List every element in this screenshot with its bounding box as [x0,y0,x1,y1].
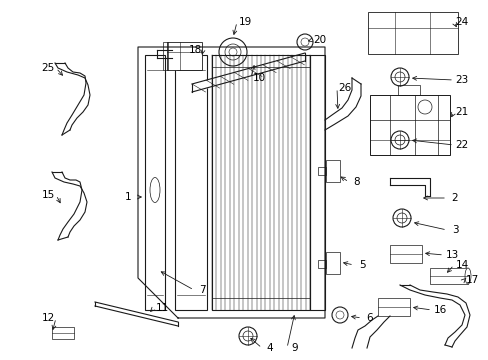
Bar [397,85,419,95]
Bar [145,55,164,310]
Bar [52,327,74,339]
Bar [309,55,325,310]
Text: 6: 6 [366,313,372,323]
Text: 10: 10 [252,73,265,83]
Bar [175,55,206,310]
Text: 9: 9 [291,343,298,353]
Text: 3: 3 [451,225,457,235]
Text: 19: 19 [238,17,251,27]
Text: 4: 4 [266,343,273,353]
Text: 14: 14 [454,260,468,270]
Text: 24: 24 [454,17,468,27]
Text: 16: 16 [432,305,446,315]
Text: 13: 13 [445,250,458,260]
Bar [167,42,202,70]
Text: 21: 21 [454,107,468,117]
Bar [325,160,339,182]
Text: 2: 2 [451,193,457,203]
Bar [429,268,467,284]
Text: 25: 25 [41,63,55,73]
Text: 8: 8 [353,177,360,187]
Text: 12: 12 [41,313,55,323]
Bar [325,252,339,274]
Bar [389,245,421,263]
Bar [367,12,457,54]
Text: 11: 11 [155,303,168,313]
Bar [369,95,449,155]
Bar [317,167,325,175]
Text: 22: 22 [454,140,468,150]
Bar [163,42,168,70]
Text: 18: 18 [188,45,201,55]
Bar [377,298,409,316]
Text: 23: 23 [454,75,468,85]
Bar [317,260,325,268]
Text: 5: 5 [358,260,365,270]
Text: 20: 20 [313,35,326,45]
Text: 1: 1 [124,192,131,202]
Text: 17: 17 [465,275,478,285]
Text: 7: 7 [198,285,205,295]
Ellipse shape [464,268,470,284]
Text: 26: 26 [338,83,351,93]
Text: 15: 15 [41,190,55,200]
